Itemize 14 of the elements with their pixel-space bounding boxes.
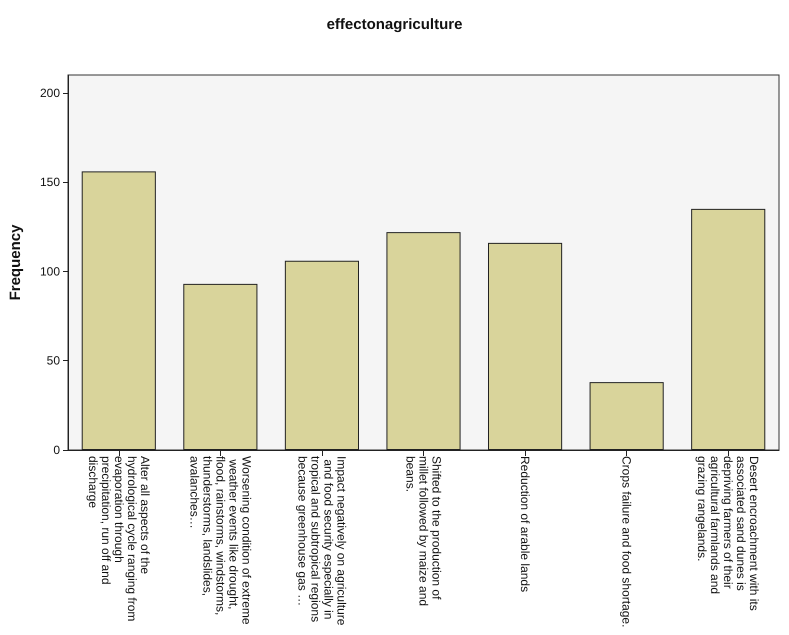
- x-tick-label: Shifted to the production of millet followed by maize and beans.: [404, 456, 444, 610]
- y-tick-label: 100: [40, 264, 60, 278]
- x-tick-label: Crops failure and food shortage.: [620, 456, 634, 628]
- y-axis-title: Frequency: [7, 224, 24, 300]
- x-tick-label: Impact negatively on agriculture and food security especially in tropical and subtropical regions because greenhouse gas …: [295, 456, 348, 626]
- y-tick-label: 50: [46, 354, 60, 368]
- x-tick-label: Alter all aspects of the hydrological cycle ranging from evaporation through precipitation, run off and discharge: [86, 456, 152, 625]
- x-tick-label: Desert encroachment with its associated sand dunes is depriving farmers of their agricultural farmlands and grazing rangelands.: [695, 456, 762, 614]
- y-tick-label: 150: [40, 175, 60, 190]
- x-tick-label: Worsening condition of extreme weather events like drought, flood, rainstorms, windstorms, thunderstorms, landslides, avalanches…: [187, 456, 254, 625]
- x-tick-label: Reduction of arable lands: [518, 456, 532, 592]
- y-tick-label: 0: [53, 443, 60, 457]
- chart-title: effectonagriculture: [326, 16, 462, 33]
- y-tick-label: 200: [40, 86, 60, 100]
